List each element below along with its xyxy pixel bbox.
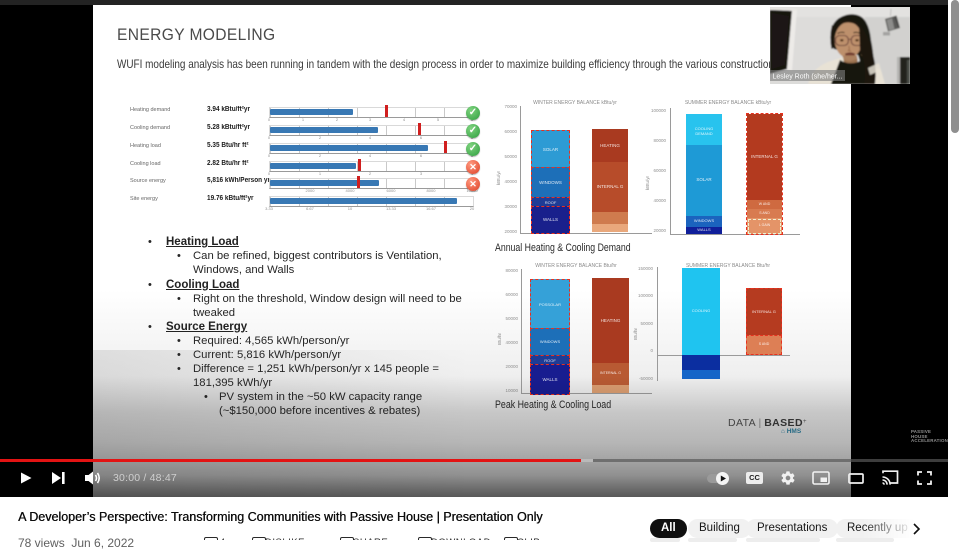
svg-text:Lesley Roth (she/her...: Lesley Roth (she/her...	[773, 74, 843, 81]
